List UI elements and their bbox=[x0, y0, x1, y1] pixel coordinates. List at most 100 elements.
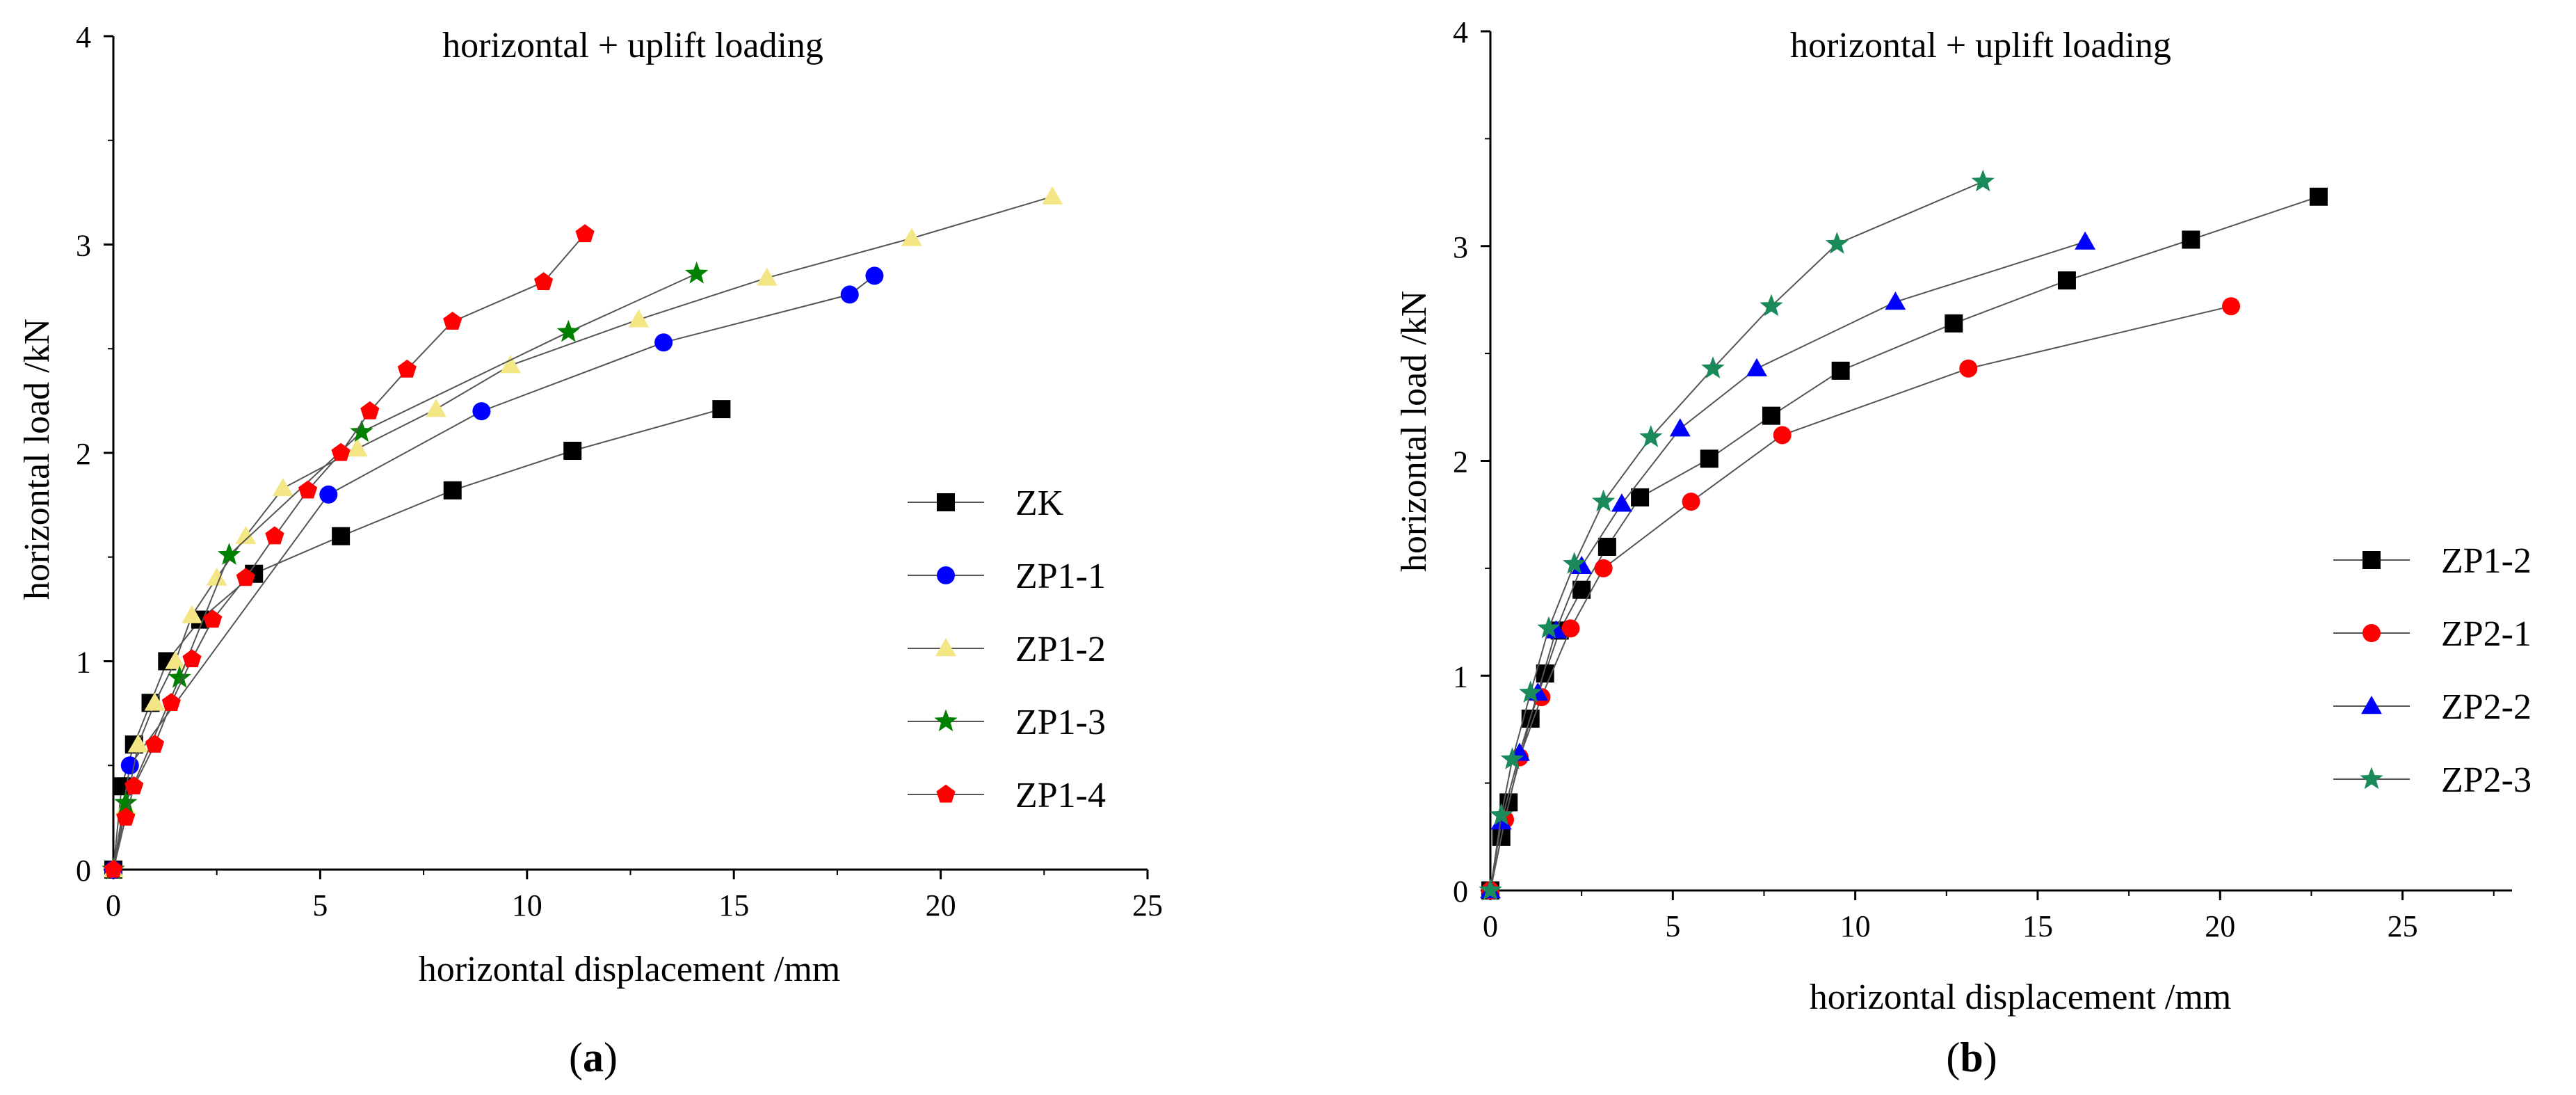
panel-label-part: ) bbox=[604, 1034, 618, 1080]
series-ZP2-2 bbox=[1480, 231, 2096, 899]
data-point bbox=[350, 419, 373, 442]
data-point bbox=[265, 526, 284, 545]
x-tick-label: 10 bbox=[512, 888, 542, 922]
x-tick-label: 0 bbox=[1483, 909, 1498, 943]
panel-b-ylabel: horizontal load /kN bbox=[1394, 291, 1434, 572]
data-point bbox=[756, 267, 778, 286]
data-point bbox=[865, 266, 884, 285]
data-point bbox=[332, 527, 351, 545]
data-point bbox=[1945, 314, 1963, 333]
series-line bbox=[113, 275, 876, 870]
data-point bbox=[654, 333, 673, 352]
data-point bbox=[120, 756, 139, 775]
legend-marker bbox=[937, 493, 955, 511]
data-point bbox=[182, 605, 202, 623]
data-point bbox=[1563, 552, 1586, 574]
series-ZP1-4 bbox=[104, 224, 595, 878]
data-point bbox=[1597, 538, 1616, 556]
series-ZP1-1 bbox=[104, 266, 884, 879]
data-point bbox=[628, 309, 650, 328]
panel-a-xlabel: horizontal displacement /mm bbox=[419, 950, 841, 989]
series-line bbox=[113, 233, 586, 870]
y-tick-label: 3 bbox=[1453, 230, 1468, 264]
data-point bbox=[1594, 559, 1613, 577]
x-tick-label: 20 bbox=[926, 888, 956, 922]
data-point bbox=[236, 568, 255, 586]
series-ZP2-1 bbox=[1481, 297, 2241, 900]
data-point bbox=[443, 312, 462, 330]
legend-label: ZP2-2 bbox=[2441, 687, 2531, 727]
panel-label-part: ( bbox=[1946, 1034, 1960, 1080]
legend-marker bbox=[935, 638, 956, 657]
data-point bbox=[1831, 361, 1850, 380]
data-point bbox=[425, 399, 446, 417]
legend-label: ZP2-3 bbox=[2441, 760, 2531, 800]
legend-marker bbox=[2362, 624, 2381, 642]
data-point bbox=[2057, 271, 2076, 290]
y-tick-label: 4 bbox=[1453, 15, 1468, 49]
x-tick-label: 25 bbox=[2388, 909, 2418, 943]
series-line bbox=[1490, 305, 2232, 891]
data-point bbox=[161, 693, 181, 711]
x-tick-label: 5 bbox=[312, 888, 328, 922]
data-point bbox=[114, 790, 138, 813]
data-point bbox=[1519, 680, 1543, 703]
data-point bbox=[1639, 425, 1663, 447]
data-point bbox=[500, 355, 521, 374]
data-point bbox=[319, 485, 338, 504]
y-tick-label: 2 bbox=[76, 437, 91, 471]
data-point bbox=[472, 402, 491, 421]
x-tick-label: 20 bbox=[2205, 909, 2235, 943]
data-point bbox=[1611, 493, 1632, 512]
data-point bbox=[1746, 358, 1767, 376]
panel-label-part: ( bbox=[569, 1034, 583, 1080]
panel-label-part: b bbox=[1960, 1034, 1983, 1080]
series-ZP1-3 bbox=[102, 261, 709, 880]
data-point bbox=[1479, 878, 1502, 901]
data-point bbox=[575, 224, 595, 243]
data-point bbox=[182, 649, 202, 668]
y-tick-label: 0 bbox=[1453, 874, 1468, 909]
legend-marker bbox=[2361, 696, 2382, 714]
data-point bbox=[1631, 488, 1650, 506]
data-point bbox=[1591, 489, 1616, 512]
data-point bbox=[235, 525, 257, 545]
legend-marker bbox=[936, 784, 956, 803]
legend-label: ZP2-1 bbox=[2441, 614, 2531, 654]
data-point bbox=[1825, 232, 1849, 254]
data-point bbox=[116, 807, 136, 826]
panel-a-label: (a) bbox=[569, 1034, 618, 1080]
legend-marker bbox=[937, 566, 955, 584]
data-point bbox=[1490, 803, 1513, 826]
panel-b-xlabel: horizontal displacement /mm bbox=[1810, 977, 2232, 1017]
y-tick-label: 4 bbox=[76, 20, 91, 54]
data-point bbox=[901, 227, 922, 246]
series-line bbox=[113, 195, 1053, 870]
legend-marker bbox=[2362, 551, 2381, 569]
panel-b-title: horizontal + uplift loading bbox=[1790, 26, 2171, 65]
data-point bbox=[217, 543, 241, 565]
legend-label: ZP1-1 bbox=[1015, 557, 1106, 596]
legend-label: ZP1-2 bbox=[2441, 541, 2531, 581]
data-point bbox=[346, 438, 368, 457]
series-line bbox=[1490, 181, 1983, 891]
data-point bbox=[165, 650, 186, 669]
panel-b: horizontal + uplift loading horizontal d… bbox=[1394, 15, 2531, 1080]
data-point bbox=[331, 442, 351, 461]
data-point bbox=[556, 319, 580, 342]
data-point bbox=[1537, 616, 1561, 639]
data-point bbox=[203, 609, 223, 628]
series-ZP1-2 bbox=[103, 186, 1063, 878]
y-tick-label: 2 bbox=[1453, 445, 1468, 479]
data-point bbox=[206, 567, 227, 586]
data-point bbox=[534, 272, 554, 290]
legend-label: ZP1-3 bbox=[1015, 703, 1106, 742]
data-point bbox=[1682, 493, 1700, 511]
data-point bbox=[104, 859, 123, 878]
data-point bbox=[1669, 418, 1691, 437]
data-point bbox=[144, 692, 166, 711]
series-ZP2-3 bbox=[1479, 169, 1995, 901]
x-tick-label: 15 bbox=[718, 888, 749, 922]
data-point bbox=[2182, 230, 2200, 249]
